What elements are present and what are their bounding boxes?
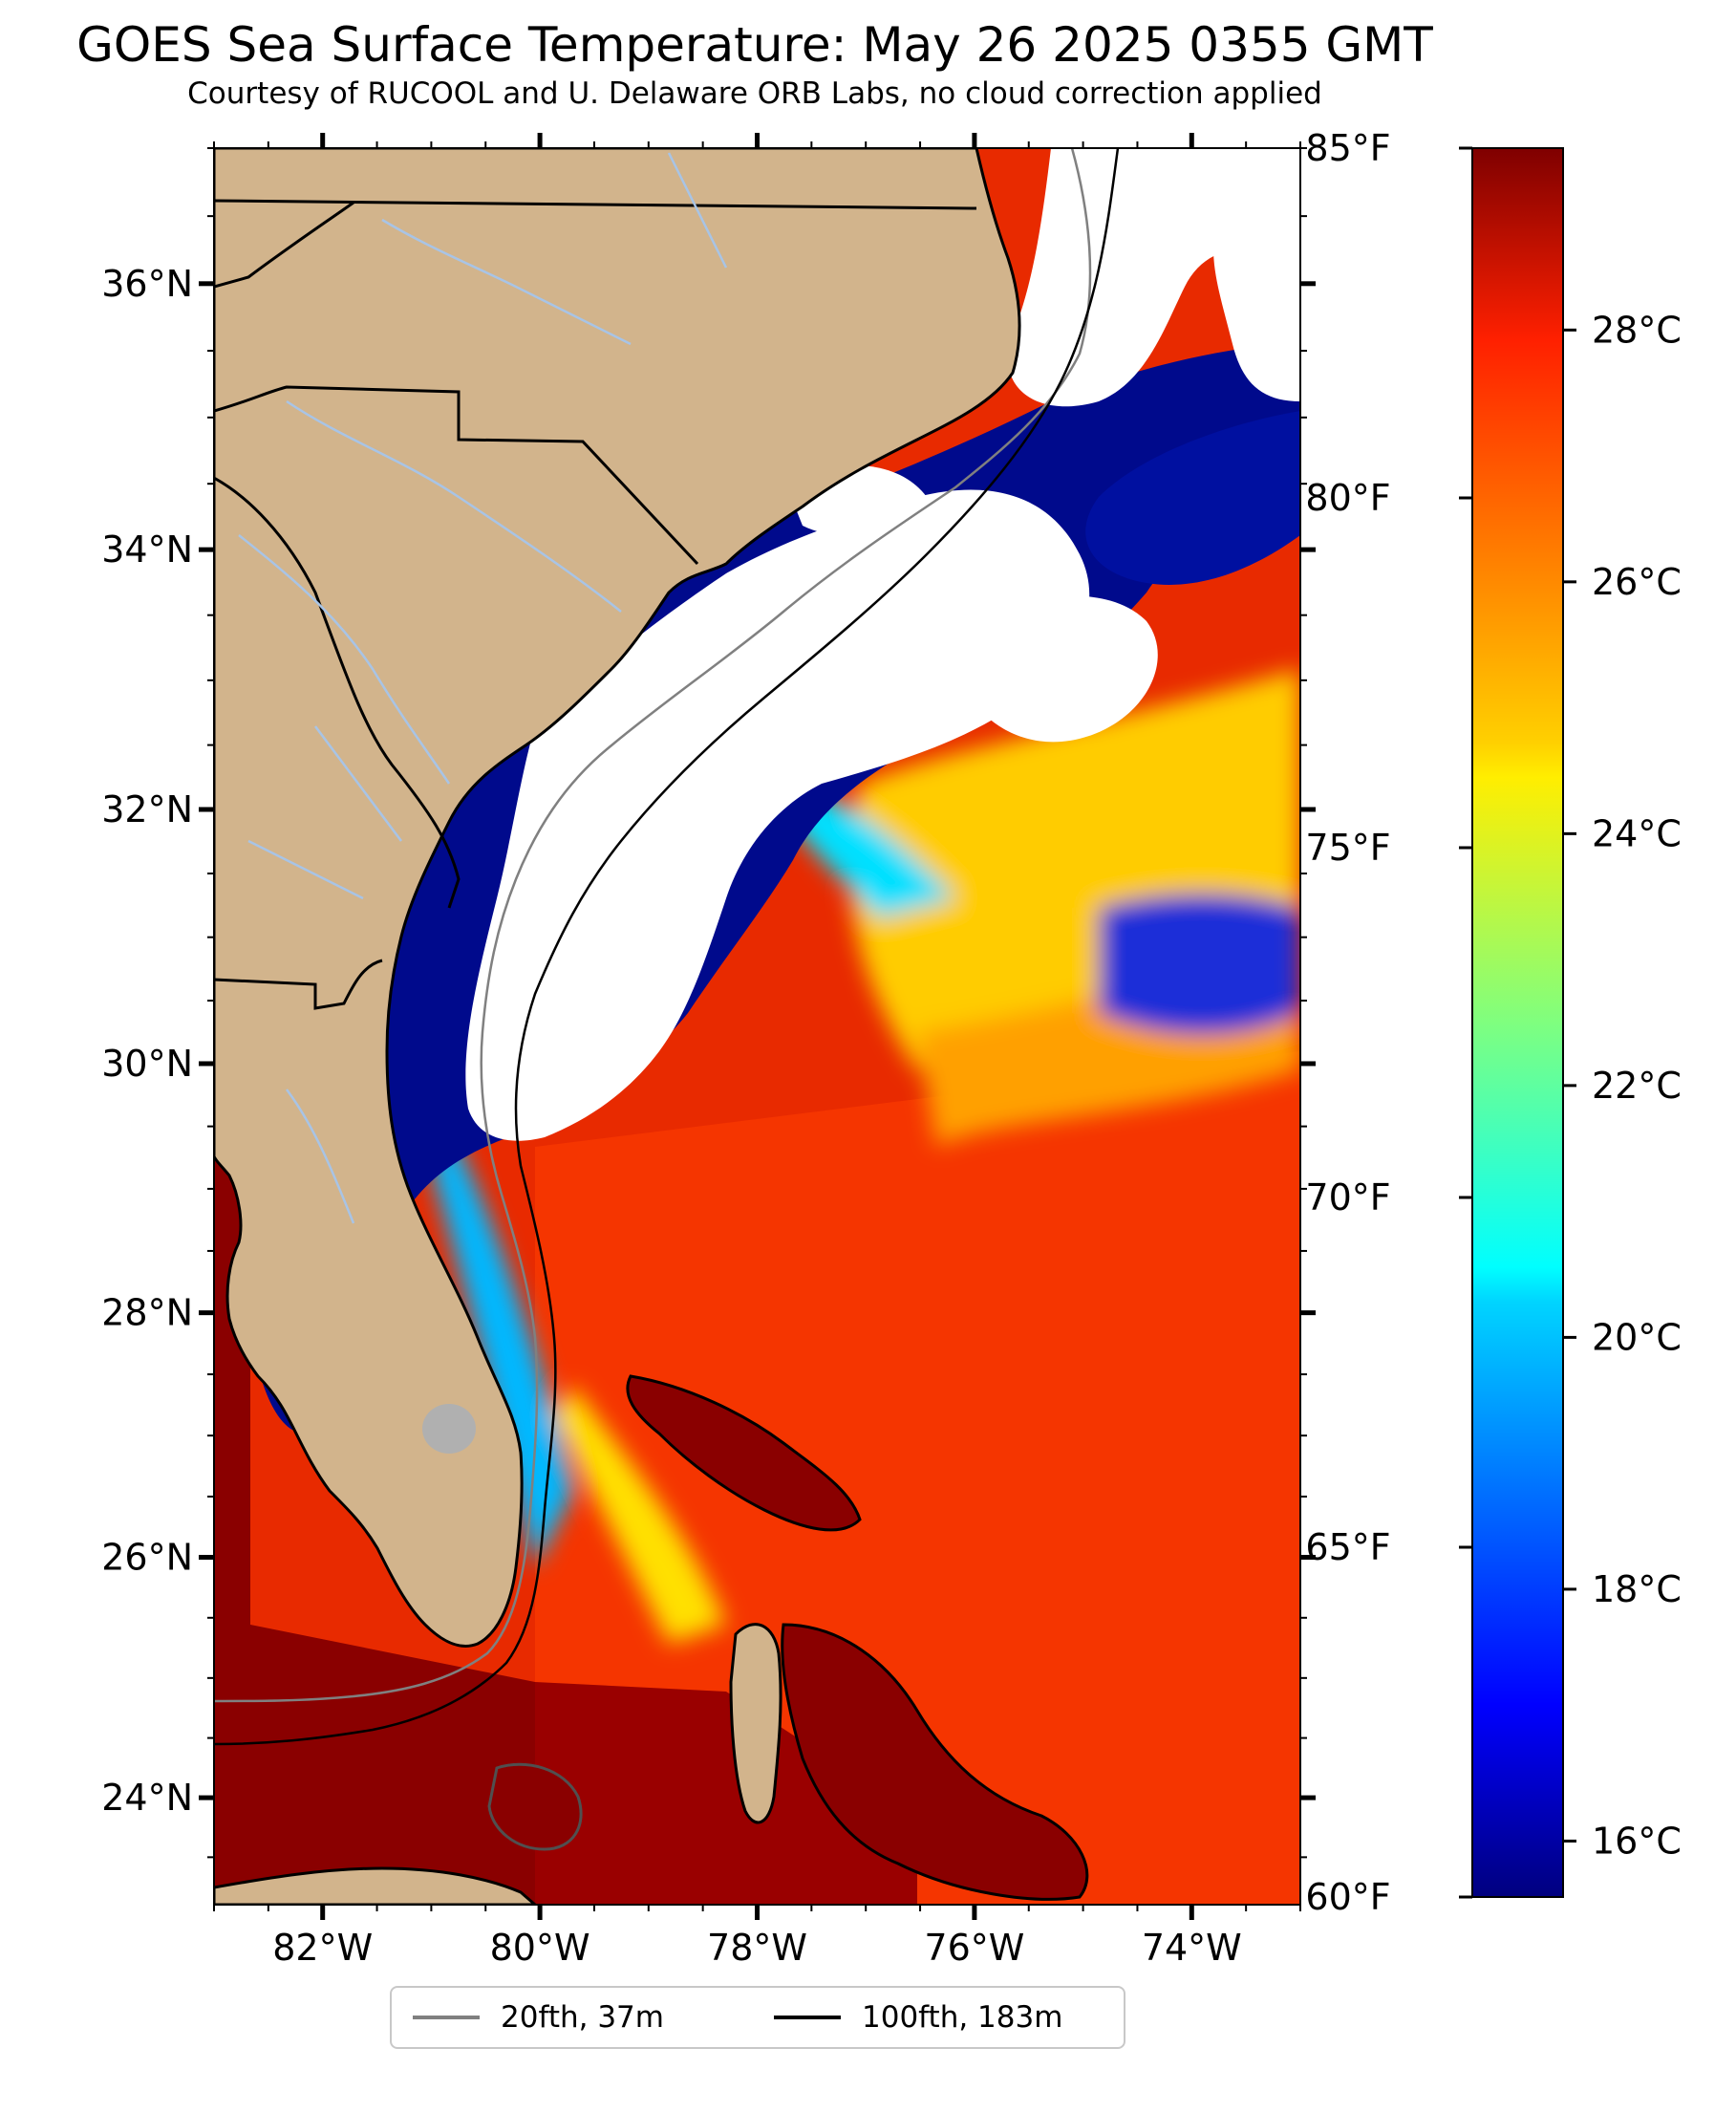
colorbar-c-label: 16°C <box>1592 1820 1682 1862</box>
isobath-20fth <box>214 148 1092 1703</box>
isobath-legend: 20fth, 37m 100fth, 183m <box>390 1986 1125 2049</box>
colorbar-c-label: 26°C <box>1592 561 1682 603</box>
southern-warm-region <box>535 1682 917 1905</box>
lon-label: 82°W <box>272 1927 373 1969</box>
longitude-labels: 82°W 80°W 78°W 76°W 74°W <box>272 1927 1242 1969</box>
colorbar-celsius-ticks: 28°C 26°C 24°C 22°C 20°C 18°C 16°C <box>1563 309 1682 1862</box>
colorbar-f-label: 85°F <box>1305 127 1390 169</box>
lat-label: 28°N <box>101 1292 193 1334</box>
colorbar-f-label: 70°F <box>1305 1176 1390 1218</box>
map-area <box>214 148 1300 1905</box>
colorbar-f-label: 60°F <box>1305 1876 1390 1918</box>
legend-label-100fth: 100fth, 183m <box>862 2000 1063 2035</box>
lon-label: 78°W <box>707 1927 807 1969</box>
colorbar-f-label: 65°F <box>1305 1526 1390 1568</box>
gulf-warm-region <box>214 1156 535 1905</box>
map-title: GOES Sea Surface Temperature: May 26 202… <box>76 17 1433 73</box>
legend-item-20fth: 20fth, 37m <box>413 1988 664 2047</box>
lat-label: 34°N <box>101 528 193 571</box>
lon-label: 80°W <box>490 1927 590 1969</box>
legend-label-20fth: 20fth, 37m <box>501 2000 664 2035</box>
little-bahama-bank <box>626 1374 862 1532</box>
cuba-coast <box>214 1866 538 1905</box>
colorbar-f-label: 80°F <box>1305 477 1390 519</box>
legend-line-gray <box>413 2016 480 2019</box>
lat-label: 26°N <box>101 1537 193 1579</box>
cloud-cover-north <box>1007 148 1300 407</box>
lat-label: 30°N <box>101 1043 193 1085</box>
us-landmass <box>214 148 1021 1648</box>
map-subtitle: Courtesy of RUCOOL and U. Delaware ORB L… <box>187 76 1322 111</box>
colorbar-c-label: 28°C <box>1592 309 1682 351</box>
great-bahama-bank <box>781 1623 1089 1901</box>
cay-sal-bank <box>487 1762 583 1851</box>
state-borders <box>214 199 977 1010</box>
latitude-labels: 36°N 34°N 32°N 30°N 28°N 26°N 24°N <box>101 263 193 1819</box>
legend-line-black <box>774 2016 841 2019</box>
map-ticks <box>199 133 1316 1920</box>
colorbar-c-label: 22°C <box>1592 1065 1682 1107</box>
lon-label: 76°W <box>924 1927 1024 1969</box>
colorbar-c-label: 18°C <box>1592 1568 1682 1610</box>
colorbar-f-label: 75°F <box>1305 827 1390 869</box>
lon-label: 74°W <box>1142 1927 1242 1969</box>
legend-item-100fth: 100fth, 183m <box>774 1988 1062 2047</box>
rivers <box>238 152 728 1224</box>
lat-label: 36°N <box>101 263 193 305</box>
warm-water-region <box>535 1051 1300 1905</box>
colorbar-c-label: 20°C <box>1592 1316 1682 1358</box>
cloud-cover-patch <box>965 595 1158 743</box>
lat-label: 32°N <box>101 788 193 830</box>
colorbar-c-label: 24°C <box>1592 812 1682 854</box>
isobath-100fth <box>214 148 1120 1746</box>
lat-label: 24°N <box>101 1777 193 1819</box>
colorbar-fahrenheit-ticks: 85°F 80°F 75°F 70°F 65°F 60°F <box>1305 127 1472 1918</box>
colorbar <box>1471 147 1564 1898</box>
andros-island <box>729 1623 782 1824</box>
lake-okeechobee <box>422 1404 476 1454</box>
